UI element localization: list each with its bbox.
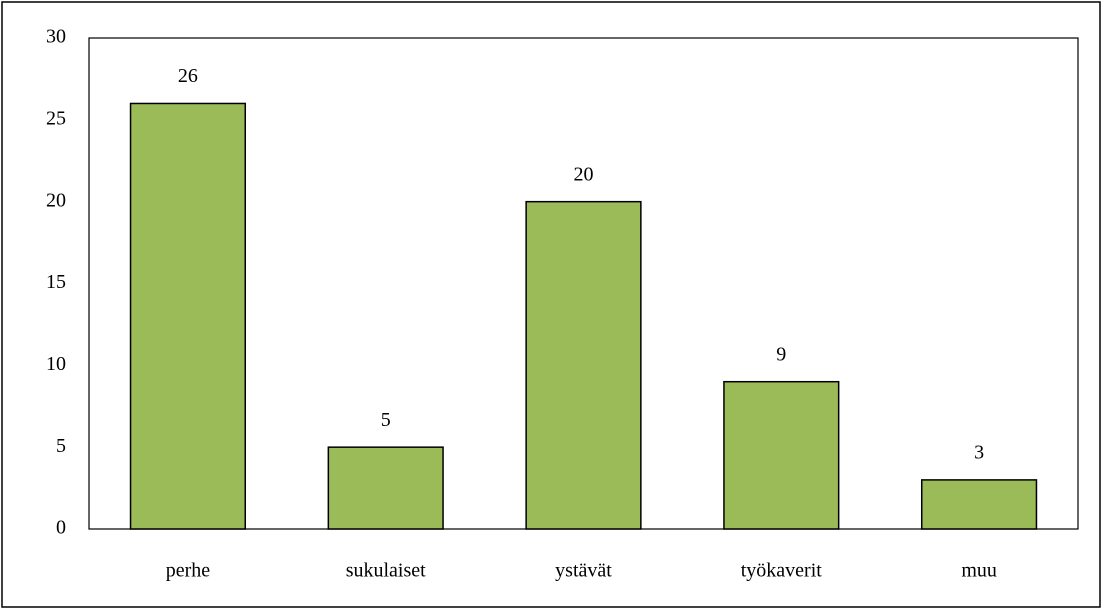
data-label: 9 xyxy=(776,343,786,365)
x-tick-label: muu xyxy=(961,560,997,582)
x-tick-label: työkaverit xyxy=(741,560,823,582)
data-label: 20 xyxy=(574,163,594,185)
x-tick-label: sukulaiset xyxy=(346,560,426,582)
data-label: 26 xyxy=(178,65,198,87)
y-tick-label: 20 xyxy=(46,189,66,211)
data-label: 5 xyxy=(381,409,391,431)
y-tick-label: 15 xyxy=(46,271,66,293)
bar xyxy=(723,380,840,530)
y-tick-label: 30 xyxy=(46,26,66,48)
bar xyxy=(525,200,642,530)
x-tick-label: perhe xyxy=(166,560,211,582)
y-tick-label: 5 xyxy=(56,435,66,457)
data-label: 3 xyxy=(974,441,984,463)
y-tick-label: 0 xyxy=(56,517,66,539)
bar xyxy=(920,479,1038,530)
y-tick-label: 25 xyxy=(46,107,66,129)
bar xyxy=(129,102,247,530)
x-tick-label: ystävät xyxy=(555,560,612,582)
y-tick-label: 10 xyxy=(46,353,66,375)
bar xyxy=(327,446,444,530)
